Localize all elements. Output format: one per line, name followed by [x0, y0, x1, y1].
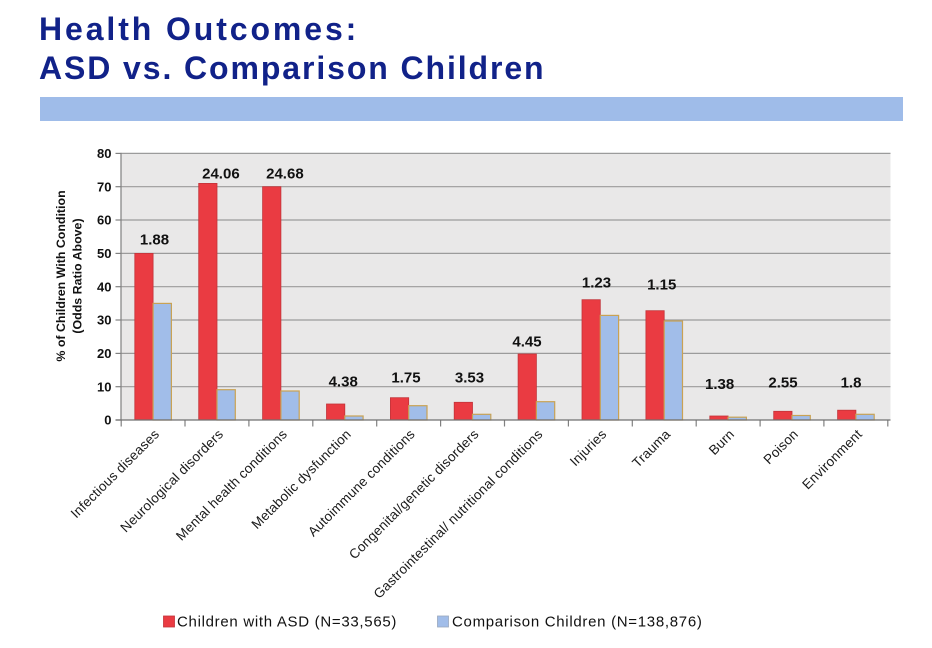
svg-text:(Odds Ratio Above): (Odds Ratio Above)	[71, 218, 85, 333]
svg-text:Environment: Environment	[799, 426, 865, 492]
svg-text:4.45: 4.45	[512, 334, 541, 351]
svg-text:Autoimmune conditions: Autoimmune conditions	[305, 426, 418, 539]
svg-text:24.06: 24.06	[202, 166, 240, 183]
svg-text:2.55: 2.55	[768, 375, 797, 392]
svg-text:1.23: 1.23	[582, 275, 611, 292]
svg-text:1.15: 1.15	[647, 276, 676, 293]
svg-text:1.38: 1.38	[705, 376, 734, 393]
svg-text:Burn: Burn	[706, 427, 737, 458]
svg-text:1.8: 1.8	[841, 375, 862, 392]
svg-text:Congenital/genetic disorders: Congenital/genetic disorders	[346, 426, 482, 562]
svg-text:Injuries: Injuries	[567, 426, 610, 469]
svg-text:24.68: 24.68	[266, 166, 304, 183]
svg-text:10: 10	[97, 379, 111, 394]
svg-text:70: 70	[97, 179, 111, 194]
svg-text:Neurological disorders: Neurological disorders	[117, 426, 226, 535]
svg-text:1.75: 1.75	[391, 370, 420, 387]
svg-text:50: 50	[97, 246, 111, 261]
svg-text:% of Children With Condition: % of Children With Condition	[54, 190, 68, 361]
svg-text:4.38: 4.38	[329, 374, 358, 391]
svg-text:40: 40	[97, 279, 111, 294]
svg-text:80: 80	[97, 146, 111, 161]
svg-text:Comparison Children (N=138,876: Comparison Children (N=138,876)	[452, 614, 703, 631]
svg-text:60: 60	[97, 213, 111, 228]
svg-text:1.88: 1.88	[140, 232, 169, 249]
svg-text:30: 30	[97, 313, 111, 328]
svg-text:Trauma: Trauma	[629, 426, 673, 470]
svg-text:20: 20	[97, 346, 111, 361]
svg-text:3.53: 3.53	[455, 370, 484, 387]
svg-text:Children with ASD (N=33,565): Children with ASD (N=33,565)	[177, 614, 397, 631]
svg-text:Mental health conditions: Mental health conditions	[173, 426, 290, 543]
svg-text:0: 0	[104, 413, 111, 428]
svg-text:Poison: Poison	[760, 427, 801, 468]
